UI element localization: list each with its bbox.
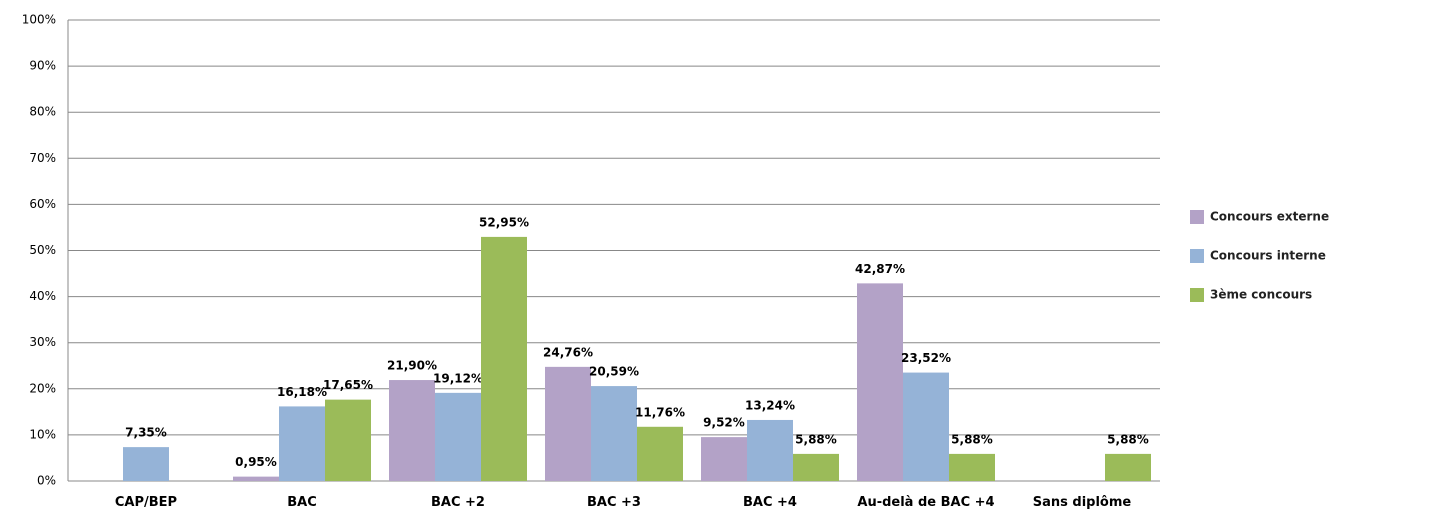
bar xyxy=(637,426,683,481)
bar xyxy=(481,236,527,481)
bar xyxy=(949,453,995,481)
bar xyxy=(435,392,481,481)
data-label: 42,87% xyxy=(855,262,905,276)
bar xyxy=(747,419,793,481)
y-tick-label: 60% xyxy=(29,197,56,211)
bar xyxy=(1105,453,1151,481)
x-tick-label: Au-delà de BAC +4 xyxy=(857,495,995,510)
legend-swatch xyxy=(1190,210,1204,224)
data-label: 0,95% xyxy=(235,455,277,469)
bar xyxy=(279,406,325,481)
data-label: 19,12% xyxy=(433,371,483,385)
bar xyxy=(123,447,169,481)
data-label: 23,52% xyxy=(901,351,951,365)
y-tick-label: 70% xyxy=(29,151,56,165)
data-label: 5,88% xyxy=(1107,432,1149,446)
data-label: 16,18% xyxy=(277,385,327,399)
x-tick-label: BAC +2 xyxy=(431,495,485,510)
y-tick-label: 50% xyxy=(29,243,56,257)
data-label: 11,76% xyxy=(635,405,685,419)
data-label: 7,35% xyxy=(125,426,167,440)
bar xyxy=(793,453,839,481)
y-tick-label: 20% xyxy=(29,381,56,395)
data-label: 5,88% xyxy=(951,432,993,446)
x-tick-label: Sans diplôme xyxy=(1032,495,1132,510)
y-tick-label: 30% xyxy=(29,335,56,349)
x-tick-label: BAC +3 xyxy=(587,495,641,510)
y-tick-label: 90% xyxy=(29,59,56,73)
bar xyxy=(903,372,949,481)
bar xyxy=(545,366,591,481)
bar xyxy=(591,386,637,481)
y-tick-label: 0% xyxy=(37,474,56,488)
data-label: 21,90% xyxy=(387,359,437,373)
data-label: 5,88% xyxy=(795,432,837,446)
legend-label: 3ème concours xyxy=(1210,288,1312,302)
data-label: 13,24% xyxy=(745,398,795,412)
x-tick-label: BAC +4 xyxy=(743,495,797,510)
y-tick-label: 10% xyxy=(29,427,56,441)
bar xyxy=(389,380,435,481)
bar xyxy=(701,437,747,481)
data-label: 17,65% xyxy=(323,378,373,392)
y-tick-label: 40% xyxy=(29,289,56,303)
bar xyxy=(857,283,903,481)
legend-label: Concours externe xyxy=(1210,210,1329,224)
legend-label: Concours interne xyxy=(1210,249,1326,263)
y-tick-label: 80% xyxy=(29,105,56,119)
y-tick-label: 100% xyxy=(22,13,56,27)
x-tick-label: CAP/BEP xyxy=(114,495,178,510)
x-tick-label: BAC xyxy=(287,495,317,510)
legend-swatch xyxy=(1190,288,1204,302)
data-label: 9,52% xyxy=(703,416,745,430)
legend-swatch xyxy=(1190,249,1204,263)
bar xyxy=(233,476,279,481)
data-label: 20,59% xyxy=(589,365,639,379)
bar xyxy=(325,399,371,481)
data-label: 52,95% xyxy=(479,215,529,229)
data-label: 24,76% xyxy=(543,345,593,359)
